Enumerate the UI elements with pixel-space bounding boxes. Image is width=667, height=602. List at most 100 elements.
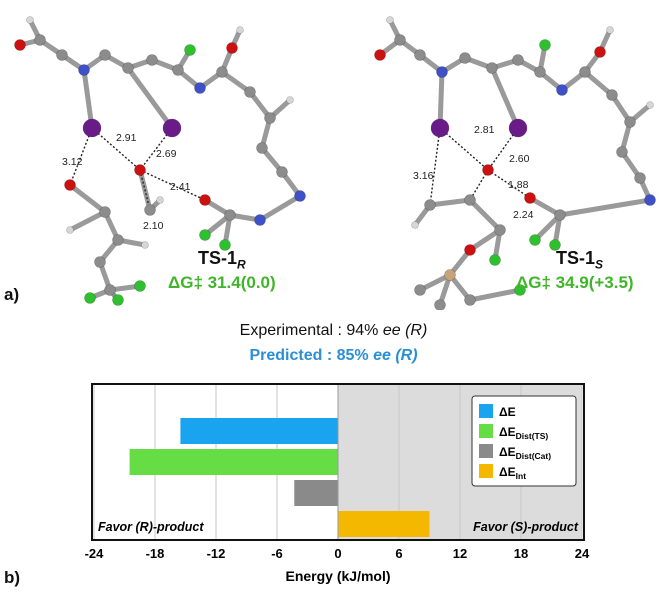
bond <box>467 227 503 253</box>
x-tick-label: -12 <box>207 546 226 561</box>
bar-3 <box>338 511 430 537</box>
interaction-dash <box>439 127 489 171</box>
carbon-atom <box>256 142 268 154</box>
distance-label: 3.12 <box>62 156 83 168</box>
ts-1r-structure <box>14 16 306 306</box>
x-tick-label: 12 <box>453 546 467 561</box>
bond <box>67 182 108 215</box>
fluorine-atom <box>529 234 541 246</box>
predicted-result: Predicted : 85% ee (R) <box>249 347 418 364</box>
hydrogen-atom <box>411 221 419 229</box>
iodine-atom <box>82 118 102 138</box>
distance-label: 1.88 <box>508 179 529 191</box>
bond <box>219 69 253 95</box>
carbon-atom <box>264 112 276 124</box>
carbon-atom <box>146 54 158 66</box>
nitrogen-atom <box>436 66 448 78</box>
hydrogen-atom <box>646 101 654 109</box>
fluorine-atom <box>539 39 551 51</box>
fluorine-atom <box>199 229 211 241</box>
legend-label: ΔEInt <box>499 465 526 481</box>
bond <box>437 69 445 131</box>
bar-1 <box>129 449 338 475</box>
carbon-atom <box>112 234 124 246</box>
hydrogen-atom <box>66 226 74 234</box>
distance-label: 2.69 <box>156 148 177 160</box>
bond <box>532 212 563 243</box>
favor-r-label: Favor (R)-product <box>98 520 204 534</box>
silicon-atom <box>444 269 456 281</box>
carbon-atom <box>494 224 506 236</box>
distance-label: 2.41 <box>170 181 191 193</box>
hydrogen-atom <box>26 16 34 24</box>
carbon-atom <box>144 204 156 216</box>
distance-label: 3.16 <box>413 170 434 182</box>
hydrogen-atom <box>606 26 614 34</box>
interaction-dash <box>139 169 151 211</box>
ts-1s-label: TS-1S <box>556 248 604 272</box>
oxygen-atom <box>14 39 26 51</box>
carbon-atom <box>224 209 236 221</box>
carbon-atom <box>579 66 591 78</box>
experimental-result: Experimental : 94% ee (R) <box>239 322 428 339</box>
x-tick-label: 0 <box>334 546 341 561</box>
fluorine-atom <box>134 280 146 292</box>
ts-1s-structure <box>374 16 656 310</box>
x-tick-label: -6 <box>271 546 283 561</box>
fluorine-atom <box>549 239 561 251</box>
carbon-atom <box>606 89 618 101</box>
x-tick-label: 18 <box>514 546 528 561</box>
iodine-atom <box>162 118 182 138</box>
fluorine-atom <box>219 239 231 251</box>
oxygen-atom <box>482 164 494 176</box>
hydrogen-atom <box>286 96 294 104</box>
fluorine-atom <box>84 292 96 304</box>
nitrogen-atom <box>194 82 206 94</box>
nitrogen-atom <box>78 64 90 76</box>
hydrogen-atom <box>156 196 164 204</box>
bond <box>467 287 523 303</box>
nitrogen-atom <box>254 214 266 226</box>
ts-1s-energy: ΔG‡ 34.9(+3.5) <box>516 273 634 292</box>
carbon-atom <box>554 209 566 221</box>
carbon-atom <box>94 256 106 268</box>
molecular-structures-figure <box>14 16 656 310</box>
distance-label: 2.81 <box>474 124 495 136</box>
distance-label: 2.24 <box>513 209 534 221</box>
carbon-atom <box>424 199 436 211</box>
panel-b-label: b) <box>4 568 21 587</box>
oxygen-atom <box>199 194 211 206</box>
bond <box>582 69 615 98</box>
x-tick-label: 6 <box>395 546 402 561</box>
carbon-atom <box>244 86 256 98</box>
ts-1r-label: TS-1R <box>198 248 246 272</box>
fluorine-atom <box>514 284 526 296</box>
iodine-atom <box>430 118 450 138</box>
chart-frame <box>91 383 585 541</box>
carbon-atom <box>276 166 288 178</box>
x-tick-label: 24 <box>575 546 590 561</box>
hydrogen-atom <box>236 26 244 34</box>
x-tick-label: -24 <box>85 546 105 561</box>
carbon-atom <box>534 66 546 78</box>
legend-swatch <box>479 424 493 438</box>
carbon-atom <box>122 62 134 74</box>
bond <box>427 197 473 208</box>
legend-label: ΔEDist(Cat) <box>499 445 551 461</box>
carbon-atom <box>434 299 446 310</box>
distance-label: 2.91 <box>116 132 137 144</box>
nitrogen-atom <box>556 84 568 96</box>
legend-box <box>471 395 577 487</box>
interaction-dash <box>469 169 489 201</box>
legend-label: ΔE <box>499 405 516 419</box>
carbon-atom <box>99 49 111 61</box>
bond <box>557 197 653 218</box>
legend-swatch <box>479 444 493 458</box>
fluorine-atom <box>184 44 196 56</box>
bond <box>417 272 453 293</box>
carbon-atom <box>34 34 46 46</box>
hydrogen-atom <box>141 241 149 249</box>
carbon-atom <box>486 62 498 74</box>
favor-s-label: Favor (S)-product <box>473 520 579 534</box>
oxygen-atom <box>524 192 536 204</box>
